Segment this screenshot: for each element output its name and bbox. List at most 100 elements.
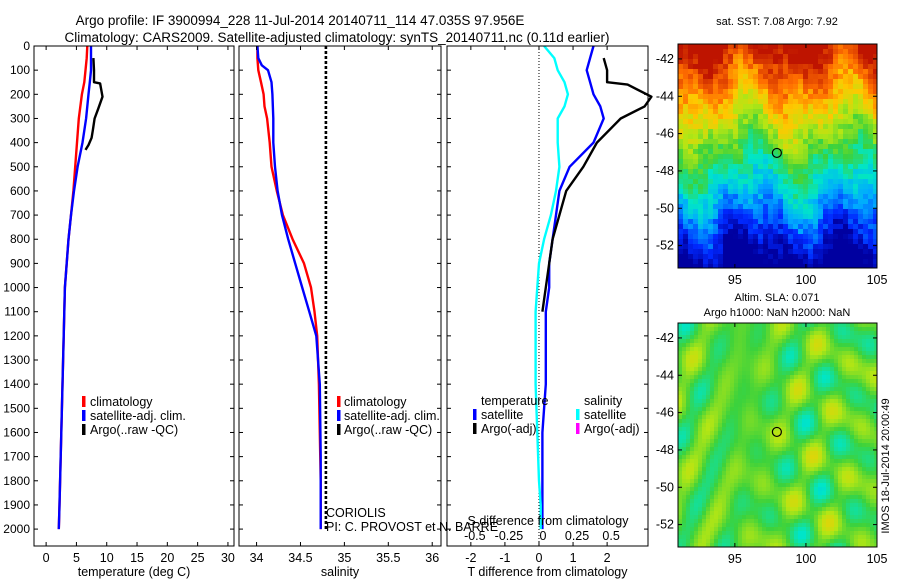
map-cell [834,487,838,491]
map-cell [713,249,718,254]
map-cell [763,244,768,249]
map-cell [874,323,877,327]
map-cell [698,224,703,229]
map-cell [778,109,783,114]
map-cell [783,84,788,89]
map-cell [818,479,822,483]
map-cell [842,439,846,443]
map-cell [786,399,790,403]
map-cell [698,531,702,535]
map-cell [703,199,708,204]
map-cell [830,387,834,391]
map-cell [873,209,877,214]
map-cell [678,44,683,49]
map-cell [843,204,848,209]
map-cell [758,383,762,387]
map-cell [738,264,743,268]
map-cell [708,229,713,234]
map-cell [834,443,838,447]
map-cell [793,254,798,259]
map-cell [823,109,828,114]
map-cell [706,383,710,387]
map-cell [698,459,702,463]
map-cell [848,84,853,89]
map-cell [762,503,766,507]
map-cell [814,447,818,451]
map-cell [702,411,706,415]
map-cell [734,471,738,475]
map-cell [686,327,690,331]
map-cell [742,403,746,407]
map-cell [762,491,766,495]
map-cell [778,323,782,327]
map-cell [726,451,730,455]
map-cell [858,467,862,471]
x-tick-label: 34.5 [288,551,312,565]
map-cell [810,511,814,515]
map-cell [778,367,782,371]
map-cell [806,451,810,455]
series-climatology [256,46,322,530]
map-cell [810,367,814,371]
map-cell [782,507,786,511]
map-cell [794,507,798,511]
map-cell [863,174,868,179]
map-cell [858,144,863,149]
map-cell [866,495,870,499]
map-cell [830,383,834,387]
map-cell [830,363,834,367]
map-cell [798,244,803,249]
map-cell [743,49,748,54]
map-cell [854,431,858,435]
map-cell [846,511,850,515]
map-cell [770,487,774,491]
map-cell [790,491,794,495]
map-cell [678,74,683,79]
map-cell [814,439,818,443]
map-cell [782,435,786,439]
map-cell [750,371,754,375]
map-cell [698,244,703,249]
map-cell [706,471,710,475]
map-cell [830,531,834,535]
map-cell [794,327,798,331]
map-cell [853,249,858,254]
map-cell [778,219,783,224]
map-cell [766,523,770,527]
map-cell [868,164,873,169]
map-cell [818,487,822,491]
map-cell [782,383,786,387]
map-cell [794,427,798,431]
map-cell [718,139,723,144]
map-cell [866,335,870,339]
map-cell [838,519,842,523]
map-cell [874,443,877,447]
map-cell [846,491,850,495]
map-cell [702,375,706,379]
y-tick-label: -44 [656,368,674,382]
map-cell [743,229,748,234]
map-cell [794,415,798,419]
map-cell [822,383,826,387]
map-cell [698,391,702,395]
map-cell [773,224,778,229]
map-cell [693,239,698,244]
map-cell [738,459,742,463]
map-cell [713,219,718,224]
map-cell [758,527,762,531]
map-cell [870,407,874,411]
map-cell [688,189,693,194]
map-cell [802,419,806,423]
map-cell [748,224,753,229]
map-cell [786,479,790,483]
map-cell [853,84,858,89]
map-cell [702,387,706,391]
map-cell [714,543,718,547]
map-cell [738,355,742,359]
map-cell [850,523,854,527]
map-cell [718,515,722,519]
map-cell [686,371,690,375]
map-cell [722,543,726,547]
map-cell [782,363,786,367]
map-cell [823,69,828,74]
